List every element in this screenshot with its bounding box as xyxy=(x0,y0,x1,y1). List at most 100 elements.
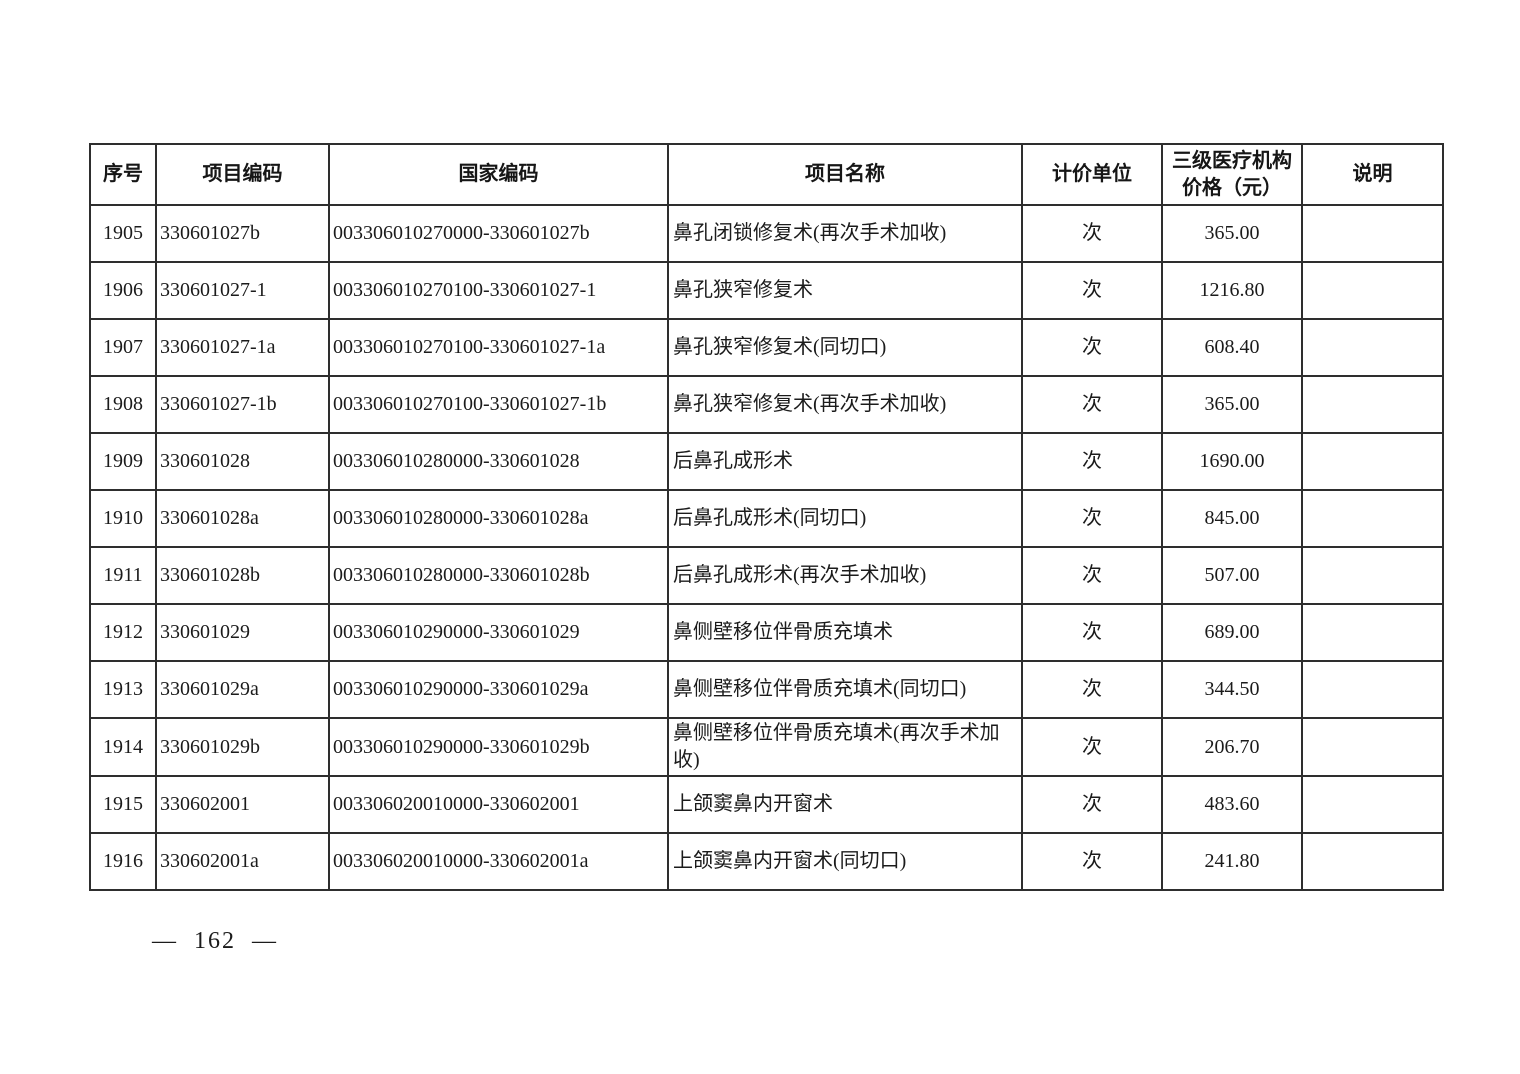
medical-price-table: 序号 项目编码 国家编码 项目名称 计价单位 三级医疗机构价格（元） 说明 1905 3306… xyxy=(89,143,1444,891)
cell-price: 1690.00 xyxy=(1161,432,1303,491)
cell-national_code: 003306010280000-330601028 xyxy=(328,432,669,491)
table-row: 1915 330602001 003306020010000-330602001 上颌… xyxy=(89,775,1444,834)
cell-item_name: 鼻孔闭锁修复术(再次手术加收) xyxy=(667,204,1023,263)
cell-item_code: 330601027-1b xyxy=(155,375,330,434)
cell-note xyxy=(1301,489,1444,548)
cell-seq: 1908 xyxy=(89,375,157,434)
cell-price: 483.60 xyxy=(1161,775,1303,834)
cell-note xyxy=(1301,261,1444,320)
cell-item_code: 330601028 xyxy=(155,432,330,491)
cell-price: 365.00 xyxy=(1161,204,1303,263)
page-number: — 162 — xyxy=(152,928,278,954)
cell-item_code: 330602001 xyxy=(155,775,330,834)
column-header-seq: 序号 xyxy=(89,143,157,206)
cell-item_code: 330602001a xyxy=(155,832,330,891)
column-header-item_name: 项目名称 xyxy=(667,143,1023,206)
column-header-item_code: 项目编码 xyxy=(155,143,330,206)
cell-note xyxy=(1301,775,1444,834)
cell-note xyxy=(1301,717,1444,777)
cell-note xyxy=(1301,432,1444,491)
cell-national_code: 003306010290000-330601029a xyxy=(328,660,669,719)
column-header-note: 说明 xyxy=(1301,143,1444,206)
cell-price: 845.00 xyxy=(1161,489,1303,548)
column-header-national_code: 国家编码 xyxy=(328,143,669,206)
cell-item_code: 330601027-1a xyxy=(155,318,330,377)
cell-seq: 1907 xyxy=(89,318,157,377)
cell-item_name: 上颌窦鼻内开窗术 xyxy=(667,775,1023,834)
table-row: 1907 330601027-1a 003306010270100-33060102… xyxy=(89,318,1444,377)
table-row: 1906 330601027-1 003306010270100-330601027… xyxy=(89,261,1444,320)
cell-item_name: 鼻孔狭窄修复术(同切口) xyxy=(667,318,1023,377)
cell-item_name: 鼻侧壁移位伴骨质充填术 xyxy=(667,603,1023,662)
cell-note xyxy=(1301,832,1444,891)
cell-unit: 次 xyxy=(1021,660,1163,719)
cell-item_name: 鼻孔狭窄修复术 xyxy=(667,261,1023,320)
cell-national_code: 003306010290000-330601029b xyxy=(328,717,669,777)
cell-national_code: 003306020010000-330602001 xyxy=(328,775,669,834)
cell-item_name: 后鼻孔成形术(再次手术加收) xyxy=(667,546,1023,605)
table-row: 1913 330601029a 003306010290000-330601029a… xyxy=(89,660,1444,719)
cell-unit: 次 xyxy=(1021,717,1163,777)
cell-item_name: 后鼻孔成形术 xyxy=(667,432,1023,491)
cell-item_name: 鼻孔狭窄修复术(再次手术加收) xyxy=(667,375,1023,434)
cell-item_code: 330601029b xyxy=(155,717,330,777)
cell-seq: 1915 xyxy=(89,775,157,834)
cell-item_name: 上颌窦鼻内开窗术(同切口) xyxy=(667,832,1023,891)
cell-note xyxy=(1301,660,1444,719)
table-row: 1909 330601028 003306010280000-330601028 后鼻… xyxy=(89,432,1444,491)
table-row: 1914 330601029b 003306010290000-330601029b… xyxy=(89,717,1444,777)
cell-item_code: 330601028a xyxy=(155,489,330,548)
cell-unit: 次 xyxy=(1021,546,1163,605)
cell-national_code: 003306010290000-330601029 xyxy=(328,603,669,662)
cell-national_code: 003306020010000-330602001a xyxy=(328,832,669,891)
column-header-price: 三级医疗机构价格（元） xyxy=(1161,143,1303,206)
table-row: 1905 330601027b 003306010270000-330601027b… xyxy=(89,204,1444,263)
cell-item_name: 后鼻孔成形术(同切口) xyxy=(667,489,1023,548)
cell-seq: 1905 xyxy=(89,204,157,263)
cell-seq: 1914 xyxy=(89,717,157,777)
cell-national_code: 003306010280000-330601028a xyxy=(328,489,669,548)
cell-item_code: 330601027-1 xyxy=(155,261,330,320)
cell-price: 608.40 xyxy=(1161,318,1303,377)
cell-note xyxy=(1301,603,1444,662)
cell-item_code: 330601027b xyxy=(155,204,330,263)
cell-seq: 1912 xyxy=(89,603,157,662)
cell-seq: 1916 xyxy=(89,832,157,891)
cell-unit: 次 xyxy=(1021,832,1163,891)
cell-unit: 次 xyxy=(1021,489,1163,548)
cell-seq: 1909 xyxy=(89,432,157,491)
cell-price: 365.00 xyxy=(1161,375,1303,434)
cell-seq: 1911 xyxy=(89,546,157,605)
cell-price: 689.00 xyxy=(1161,603,1303,662)
cell-national_code: 003306010280000-330601028b xyxy=(328,546,669,605)
cell-item_name: 鼻侧壁移位伴骨质充填术(同切口) xyxy=(667,660,1023,719)
table-row: 1912 330601029 003306010290000-330601029 鼻侧… xyxy=(89,603,1444,662)
cell-national_code: 003306010270000-330601027b xyxy=(328,204,669,263)
cell-unit: 次 xyxy=(1021,204,1163,263)
cell-price: 507.00 xyxy=(1161,546,1303,605)
cell-price: 1216.80 xyxy=(1161,261,1303,320)
cell-unit: 次 xyxy=(1021,375,1163,434)
cell-note xyxy=(1301,546,1444,605)
cell-seq: 1906 xyxy=(89,261,157,320)
cell-national_code: 003306010270100-330601027-1b xyxy=(328,375,669,434)
cell-item_name: 鼻侧壁移位伴骨质充填术(再次手术加收) xyxy=(667,717,1023,777)
table-row: 1908 330601027-1b 003306010270100-33060102… xyxy=(89,375,1444,434)
cell-seq: 1913 xyxy=(89,660,157,719)
cell-item_code: 330601029 xyxy=(155,603,330,662)
cell-price: 344.50 xyxy=(1161,660,1303,719)
cell-price: 206.70 xyxy=(1161,717,1303,777)
table-body: 1905 330601027b 003306010270000-330601027b… xyxy=(89,204,1444,891)
cell-unit: 次 xyxy=(1021,775,1163,834)
cell-note xyxy=(1301,375,1444,434)
cell-item_code: 330601028b xyxy=(155,546,330,605)
cell-unit: 次 xyxy=(1021,318,1163,377)
cell-seq: 1910 xyxy=(89,489,157,548)
cell-note xyxy=(1301,318,1444,377)
table-row: 1911 330601028b 003306010280000-330601028b… xyxy=(89,546,1444,605)
cell-unit: 次 xyxy=(1021,261,1163,320)
table-row: 1916 330602001a 003306020010000-330602001a… xyxy=(89,832,1444,891)
table-row: 1910 330601028a 003306010280000-330601028a… xyxy=(89,489,1444,548)
column-header-unit: 计价单位 xyxy=(1021,143,1163,206)
